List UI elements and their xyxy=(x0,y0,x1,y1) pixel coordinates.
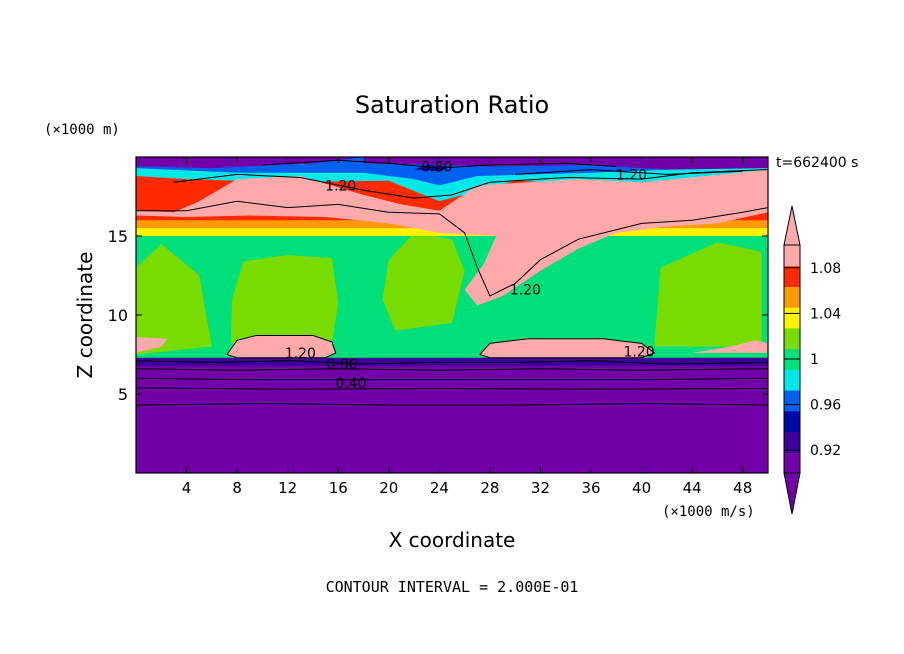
contour-line xyxy=(136,200,768,297)
x-tick-label: 8 xyxy=(232,479,242,497)
contour-labels: 0.80 1.20 1.20 1.20 1.20 0.80 0.40 1.20 xyxy=(285,159,655,392)
colorbar-tick-label: 0.96 xyxy=(810,398,841,414)
x-tick-label: 4 xyxy=(182,479,192,497)
saturation-fields xyxy=(136,157,768,473)
colorbar-swatch xyxy=(784,410,800,433)
x-tick-label: 32 xyxy=(531,479,550,497)
colorbar-swatch xyxy=(784,245,800,267)
colorbar-tick-label: 1.08 xyxy=(810,261,841,277)
contour-line xyxy=(226,335,337,359)
contour-line xyxy=(136,368,768,371)
x-tick-label: 16 xyxy=(329,479,348,497)
contour-line xyxy=(136,387,768,390)
field-patch-edge xyxy=(136,243,212,355)
contour-line xyxy=(136,402,768,406)
field-dark-band xyxy=(136,357,768,366)
colorbar-swatch xyxy=(784,390,800,412)
x-tick-label: 28 xyxy=(480,479,499,497)
contour-interval-note: CONTOUR INTERVAL = 2.000E-01 xyxy=(326,578,579,596)
contour-lines xyxy=(136,159,768,406)
contour-label: 0.80 xyxy=(421,159,452,175)
contour-label: 1.20 xyxy=(325,178,356,194)
x-tick-label: 44 xyxy=(683,479,702,497)
x-tick-label: 40 xyxy=(632,479,651,497)
chart-title: Saturation Ratio xyxy=(355,91,549,119)
colorbar-swatch xyxy=(784,265,800,287)
x-unit-label: (×1000 m/s) xyxy=(662,504,755,520)
contour-line xyxy=(479,338,656,359)
contour-label: 1.20 xyxy=(285,346,316,362)
colorbar-swatch xyxy=(784,286,800,308)
field-patch-center xyxy=(382,232,465,331)
contour-line xyxy=(515,169,743,175)
field-pink-lens-right xyxy=(479,338,655,358)
y-tick-label: 10 xyxy=(108,306,128,325)
field-pink-edge-right xyxy=(692,340,768,353)
colorbar-swatch xyxy=(784,452,800,474)
field-pink-edge-left xyxy=(136,337,168,353)
field-purple-lower xyxy=(136,360,768,473)
colorbar-swatch xyxy=(784,431,800,453)
plot-area xyxy=(136,157,768,473)
y-axis-label: Z coordinate xyxy=(73,252,97,379)
contour-label: 1.20 xyxy=(616,167,647,183)
contour-label: 0.40 xyxy=(335,376,366,392)
y-tick-label: 15 xyxy=(108,227,128,246)
field-purple-top-left xyxy=(136,157,364,169)
field-pink-lens-left xyxy=(227,335,336,358)
contour-label: 1.20 xyxy=(623,344,654,360)
contour-line xyxy=(173,169,768,199)
colorbar-swatch xyxy=(784,307,800,329)
x-tick-label: 12 xyxy=(278,479,297,497)
x-tick-label: 20 xyxy=(379,479,398,497)
x-axis: 4 8 12 16 20 24 28 32 36 40 44 48 xyxy=(182,157,752,497)
contour-line xyxy=(136,377,768,381)
y-unit-label: (×1000 m) xyxy=(44,122,120,138)
colorbar: 0.92 0.96 1 1.04 1.08 xyxy=(783,205,841,515)
field-patch-left xyxy=(230,255,339,344)
x-tick-label: 24 xyxy=(430,479,449,497)
x-tick-label: 36 xyxy=(581,479,600,497)
colorbar-swatch xyxy=(784,369,800,391)
contour-line xyxy=(136,360,768,365)
y-tick-label: 5 xyxy=(118,385,128,404)
colorbar-swatch xyxy=(784,327,800,350)
colorbar-tick-label: 1.04 xyxy=(810,306,841,322)
x-axis-label: X coordinate xyxy=(389,528,516,552)
contour-label: 1.20 xyxy=(510,283,541,299)
field-pink-upper xyxy=(136,169,768,306)
colorbar-tick-label: 1 xyxy=(810,352,819,368)
field-patch-right xyxy=(654,242,762,347)
colorbar-min-arrow xyxy=(783,472,801,515)
x-tick-label: 48 xyxy=(733,479,752,497)
time-label: t=662400 s xyxy=(776,155,858,171)
contour-label: 0.80 xyxy=(326,357,357,373)
colorbar-max-arrow xyxy=(783,205,801,246)
colorbar-tick-label: 0.92 xyxy=(810,443,841,459)
y-axis: 5 10 15 xyxy=(108,227,768,404)
